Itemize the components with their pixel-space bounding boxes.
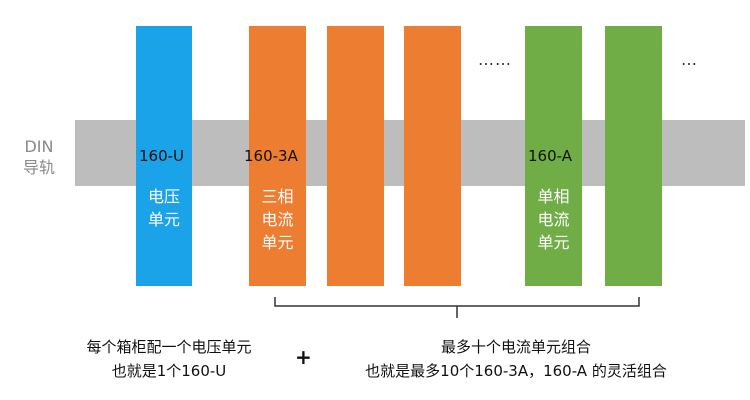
three-phase-unit-block — [249, 26, 306, 286]
single-phase-unit-name-line3: 单元 — [537, 233, 570, 252]
single-phase-unit-model: 160-A — [528, 147, 572, 165]
three-phase-unit-name-line2: 电流 — [261, 210, 294, 229]
single-phase-unit-name-line1: 单相 — [537, 187, 570, 206]
voltage-note: 每个箱柜配一个电压单元 也就是1个160-U — [56, 335, 282, 383]
single-phase-unit-name-line2: 电流 — [537, 210, 570, 229]
voltage-unit-name-line2: 单元 — [147, 210, 180, 229]
three-phase-unit-model: 160-3A — [244, 147, 298, 165]
single-phase-unit-name: 单相 电流 单元 — [525, 185, 582, 254]
plus-sign: + — [295, 345, 312, 369]
single-phase-unit-block — [525, 26, 582, 286]
voltage-unit-name-line1: 电压 — [147, 187, 180, 206]
rail-label-line1: DIN — [24, 137, 54, 156]
voltage-unit-model: 160-U — [139, 147, 185, 165]
three-phase-unit-block-2 — [327, 26, 384, 286]
voltage-note-line2: 也就是1个160-U — [111, 362, 227, 380]
voltage-unit-name: 电压 单元 — [136, 185, 192, 231]
three-phase-unit-name-line3: 单元 — [261, 233, 294, 252]
ellipsis-2: … — [681, 50, 698, 69]
current-note-line2: 也就是最多10个160-3A，160-A 的灵活组合 — [365, 362, 667, 380]
current-note: 最多十个电流单元组合 也就是最多10个160-3A，160-A 的灵活组合 — [326, 335, 706, 383]
three-phase-unit-block-3 — [404, 26, 461, 286]
rail-label-line2: 导轨 — [22, 158, 55, 177]
voltage-note-line1: 每个箱柜配一个电压单元 — [86, 338, 252, 356]
three-phase-unit-name: 三相 电流 单元 — [249, 185, 306, 254]
voltage-unit-block — [136, 26, 192, 286]
current-note-line1: 最多十个电流单元组合 — [440, 338, 591, 356]
group-brace — [274, 297, 640, 318]
single-phase-unit-block-2 — [605, 26, 662, 286]
rail-label: DIN 导轨 — [14, 136, 64, 178]
three-phase-unit-name-line1: 三相 — [261, 187, 294, 206]
ellipsis-1: …… — [478, 50, 512, 69]
